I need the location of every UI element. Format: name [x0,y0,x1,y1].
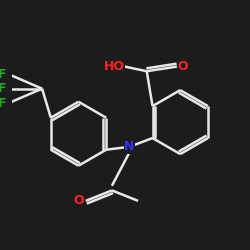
Text: O: O [178,60,188,73]
Text: N: N [124,140,134,153]
Text: F: F [0,68,7,81]
Text: HO: HO [104,60,125,73]
Text: F: F [0,82,7,95]
Text: O: O [74,194,84,207]
Text: F: F [0,97,7,110]
